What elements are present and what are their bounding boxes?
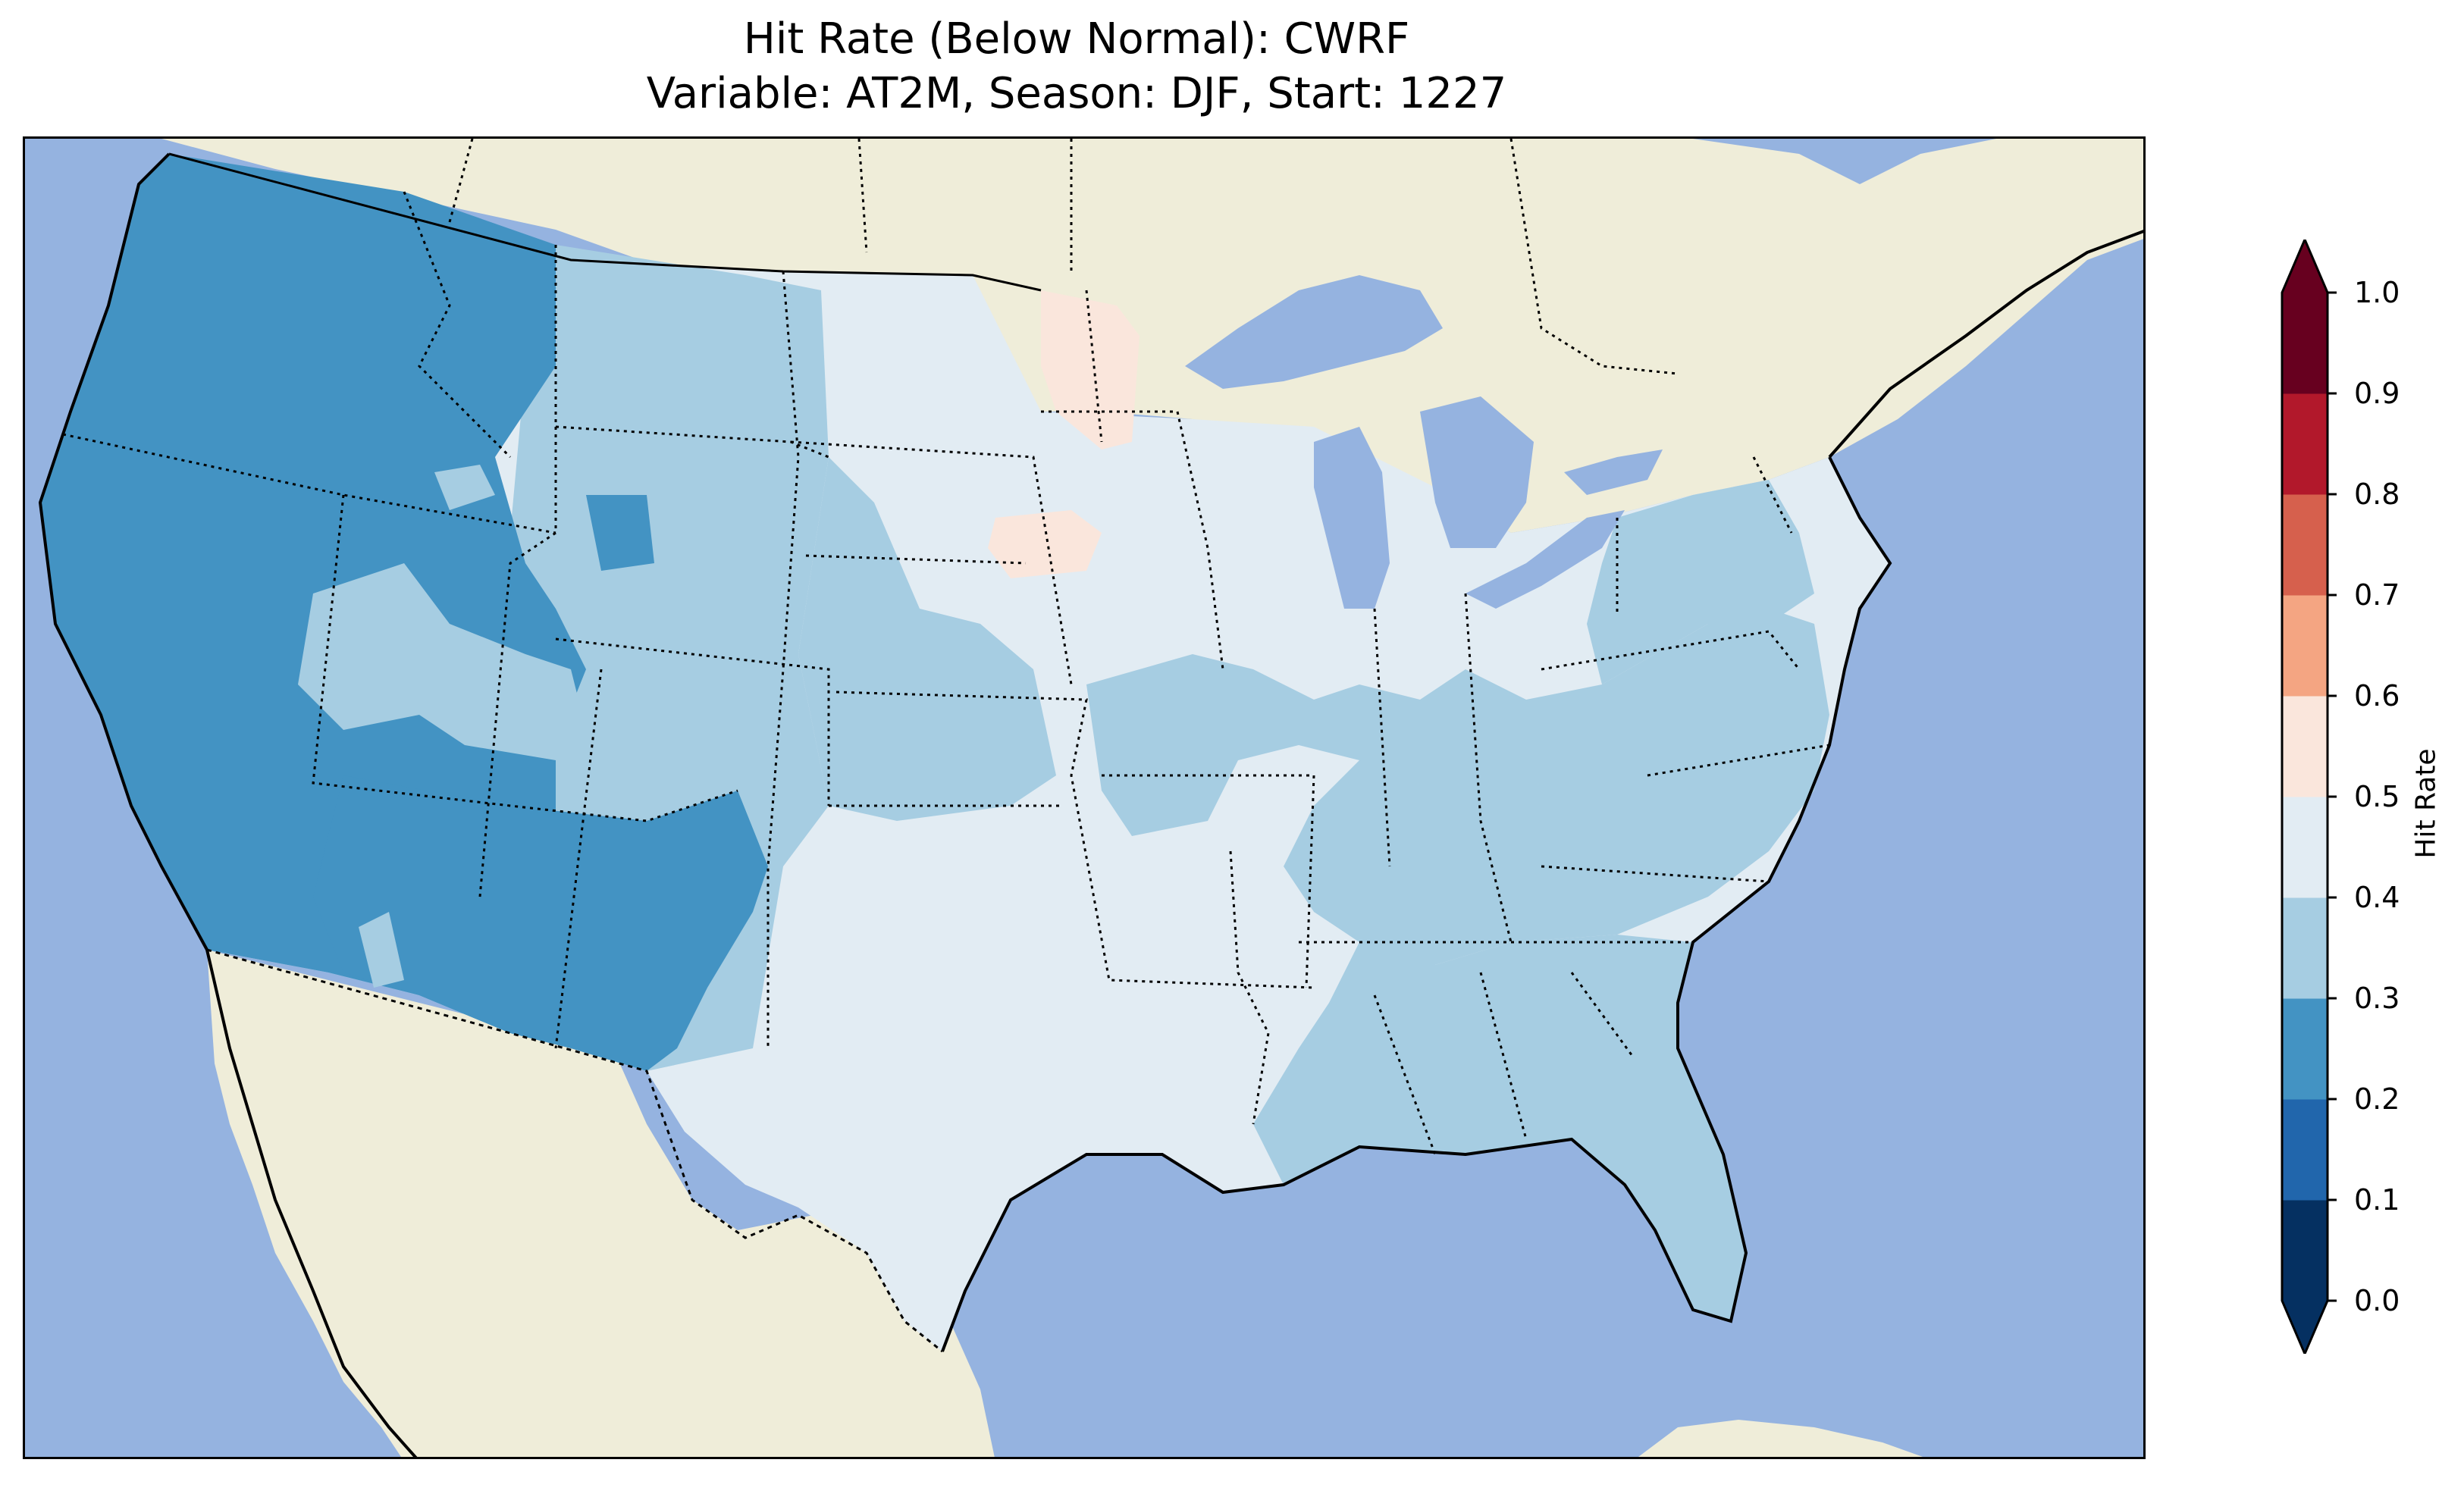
state-border bbox=[1541, 865, 1770, 883]
state-border bbox=[805, 554, 1027, 565]
west-coastline bbox=[38, 152, 208, 951]
colorbar-tick-label: 0.6 bbox=[2354, 679, 2400, 713]
state-border bbox=[1479, 972, 1528, 1140]
colorbar-bin-7 bbox=[2282, 494, 2328, 596]
borders bbox=[38, 139, 2143, 1457]
state-border bbox=[554, 669, 603, 1049]
region-arizona-patch-0.3 bbox=[359, 912, 404, 988]
canada-coast bbox=[1828, 230, 2143, 459]
state-border bbox=[1085, 290, 1103, 443]
region-southdakota-0.5 bbox=[988, 510, 1102, 578]
canada-land bbox=[161, 139, 2143, 533]
state-border bbox=[1373, 994, 1437, 1155]
state-border bbox=[1752, 456, 1793, 534]
colorbar-bin-9 bbox=[2282, 293, 2328, 394]
region-plains-0.3 bbox=[798, 457, 1056, 821]
region-southeast-0.3 bbox=[1253, 935, 1746, 1321]
colorbar-tick-label: 0.5 bbox=[2354, 780, 2400, 813]
colorbar-tick-label: 0.2 bbox=[2354, 1082, 2400, 1116]
colorbar-outline bbox=[2281, 240, 2329, 1354]
state-border bbox=[835, 691, 1315, 989]
lake-superior bbox=[1185, 275, 1443, 389]
state-borders bbox=[62, 191, 1830, 1155]
colorbar-tick-label: 0.0 bbox=[2354, 1284, 2400, 1317]
title-line-1: Hit Rate (Below Normal): CWRF bbox=[743, 14, 1410, 64]
region-ohio-valley-0.3 bbox=[1086, 609, 1829, 973]
colorbar-bin-6 bbox=[2282, 595, 2328, 697]
title-line-2: Variable: AT2M, Season: DJF, Start: 1227 bbox=[646, 69, 1507, 118]
colorbar bbox=[2281, 240, 2337, 1354]
colorbar-tick-label: 1.0 bbox=[2354, 276, 2400, 309]
colorbar-bin-1 bbox=[2282, 1099, 2328, 1201]
colorbar-bin-8 bbox=[2282, 393, 2328, 495]
region-northeast-0.3 bbox=[1587, 480, 1814, 684]
state-border bbox=[312, 494, 738, 822]
region-wyoming-patch-0.2 bbox=[586, 495, 654, 571]
colorbar-bin-4 bbox=[2282, 797, 2328, 898]
state-border bbox=[1041, 410, 1224, 670]
state-border bbox=[478, 245, 557, 897]
colorbar-tick-label: 0.9 bbox=[2354, 377, 2400, 410]
province-border bbox=[1509, 139, 1679, 375]
state-border bbox=[403, 191, 512, 459]
state-border bbox=[1464, 593, 1513, 943]
state-border bbox=[1102, 774, 1315, 988]
colorbar-tick-label: 0.8 bbox=[2354, 478, 2400, 511]
region-minnesota-0.5 bbox=[1041, 290, 1140, 449]
cuba-land bbox=[1638, 1420, 1923, 1457]
region-idaho-patch-0.3 bbox=[434, 465, 495, 510]
state-border bbox=[1647, 744, 1830, 777]
region-southwest-0.2 bbox=[313, 775, 768, 1071]
state-border bbox=[766, 271, 800, 1048]
colorbar-tick-label: 0.1 bbox=[2354, 1183, 2400, 1217]
lake-erie bbox=[1466, 510, 1625, 609]
state-border bbox=[555, 637, 830, 806]
colorbar-extend-max bbox=[2282, 240, 2328, 293]
state-border bbox=[1570, 972, 1634, 1057]
colorbar-label: Hit Rate bbox=[2410, 748, 2442, 859]
colorbar-bin-5 bbox=[2282, 696, 2328, 797]
colorbar-extend-min bbox=[2282, 1301, 2328, 1354]
great-lakes bbox=[1185, 275, 1663, 609]
hit-rate-field bbox=[40, 154, 1890, 1351]
lake-ontario bbox=[1564, 449, 1663, 495]
colorbar-bin-2 bbox=[2282, 998, 2328, 1100]
colorbar-tick-label: 0.7 bbox=[2354, 578, 2400, 612]
colorbar-bin-0 bbox=[2282, 1200, 2328, 1301]
mexico-land bbox=[207, 950, 995, 1457]
state-border bbox=[790, 440, 1073, 685]
east-coastline bbox=[941, 456, 1892, 1352]
baja-coast bbox=[205, 949, 418, 1457]
province-borders bbox=[448, 139, 1679, 375]
colorbar-tick-label: 0.3 bbox=[2354, 982, 2400, 1015]
map-canvas bbox=[25, 139, 2143, 1457]
colorbar-tick-label: 0.4 bbox=[2354, 881, 2400, 914]
lake-michigan bbox=[1314, 427, 1390, 609]
us-mexico-border bbox=[206, 948, 943, 1353]
map-panel bbox=[23, 136, 2146, 1459]
colorbar-bin-3 bbox=[2282, 897, 2328, 999]
region-nevada-patch-0.3 bbox=[298, 563, 586, 760]
state-border bbox=[1373, 608, 1391, 867]
state-border bbox=[1229, 850, 1270, 1125]
lake-huron bbox=[1420, 396, 1534, 548]
state-border bbox=[1541, 630, 1801, 671]
